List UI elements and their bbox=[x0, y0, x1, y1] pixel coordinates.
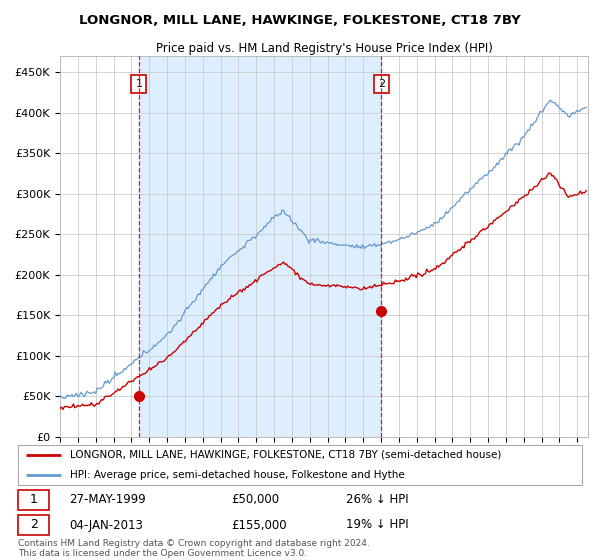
FancyBboxPatch shape bbox=[18, 515, 49, 535]
Text: 27-MAY-1999: 27-MAY-1999 bbox=[70, 493, 146, 506]
Text: £155,000: £155,000 bbox=[231, 519, 287, 531]
Text: £50,000: £50,000 bbox=[231, 493, 279, 506]
Text: 2: 2 bbox=[378, 80, 385, 90]
FancyBboxPatch shape bbox=[18, 489, 49, 510]
Text: LONGNOR, MILL LANE, HAWKINGE, FOLKESTONE, CT18 7BY: LONGNOR, MILL LANE, HAWKINGE, FOLKESTONE… bbox=[79, 14, 521, 27]
Text: 26% ↓ HPI: 26% ↓ HPI bbox=[346, 493, 409, 506]
Text: Contains HM Land Registry data © Crown copyright and database right 2024.
This d: Contains HM Land Registry data © Crown c… bbox=[18, 539, 370, 558]
Text: 1: 1 bbox=[29, 493, 38, 506]
FancyBboxPatch shape bbox=[18, 445, 582, 485]
Text: 1: 1 bbox=[136, 80, 142, 90]
Text: 19% ↓ HPI: 19% ↓ HPI bbox=[346, 519, 409, 531]
Title: Price paid vs. HM Land Registry's House Price Index (HPI): Price paid vs. HM Land Registry's House … bbox=[155, 42, 493, 55]
Text: 04-JAN-2013: 04-JAN-2013 bbox=[70, 519, 143, 531]
Text: 2: 2 bbox=[29, 519, 38, 531]
Bar bbox=[139, 56, 382, 437]
Text: HPI: Average price, semi-detached house, Folkestone and Hythe: HPI: Average price, semi-detached house,… bbox=[70, 470, 404, 480]
Text: LONGNOR, MILL LANE, HAWKINGE, FOLKESTONE, CT18 7BY (semi-detached house): LONGNOR, MILL LANE, HAWKINGE, FOLKESTONE… bbox=[70, 450, 501, 460]
